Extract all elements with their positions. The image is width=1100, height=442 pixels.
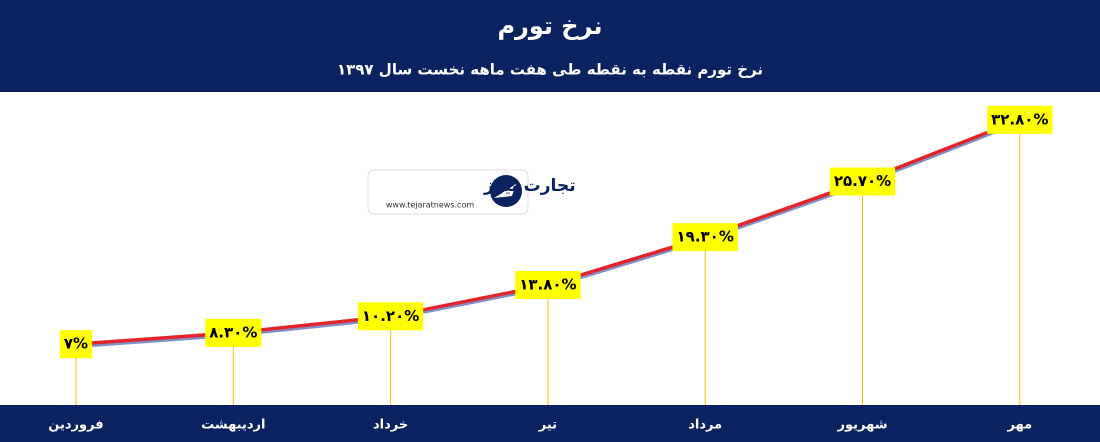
x-tick-label: تیر [538,418,557,433]
value-label-group: ۳۲.۸۰% [987,105,1053,134]
value-label: ۱۳.۸۰% [519,276,576,294]
logo-icon-arrow [494,184,516,198]
x-tick-label: مهر [1006,418,1032,433]
value-label-box [205,318,262,347]
x-tick-label: فروردین [48,418,103,433]
value-label-group: ۱۹.۳۰% [672,223,738,252]
value-label: ۱۰.۲۰% [362,307,419,325]
logo: تجارت نیوز www.tejaratnews.com [367,169,576,215]
chart-title: نرخ تورم [497,12,602,40]
value-label: ۷% [64,335,88,353]
x-tick-label: اردیبهشت [201,418,265,433]
value-label-group: ۷% [59,330,93,359]
value-label-group: ۱۳.۸۰% [515,271,581,300]
chart-subtitle: نرخ تورم نقطه به نقطه طی هفت ماهه نخست س… [337,61,763,79]
value-label-group: ۸.۳۰% [205,318,262,347]
x-tick-label: شهریور [837,418,888,433]
value-label: ۱۹.۳۰% [677,228,734,246]
value-label-box [357,302,424,331]
header-band [0,0,1100,92]
value-label-box [59,330,93,359]
value-label-box [987,105,1053,134]
logo-frame [367,169,529,215]
value-label-box [829,167,896,196]
value-label: ۲۵.۷۰% [834,172,891,190]
x-tick-label: مرداد [688,418,722,433]
value-label-group: ۲۵.۷۰% [829,167,896,196]
footer-band [0,405,1100,442]
value-label: ۸.۳۰% [209,323,257,341]
value-label-group: ۱۰.۲۰% [357,302,424,331]
value-label-box [515,271,581,300]
logo-url: www.tejaratnews.com [386,201,474,210]
value-label-box [672,223,738,252]
logo-name: تجارت نیوز [483,176,576,196]
value-label: ۳۲.۸۰% [991,110,1048,128]
x-tick-label: خرداد [373,418,408,433]
